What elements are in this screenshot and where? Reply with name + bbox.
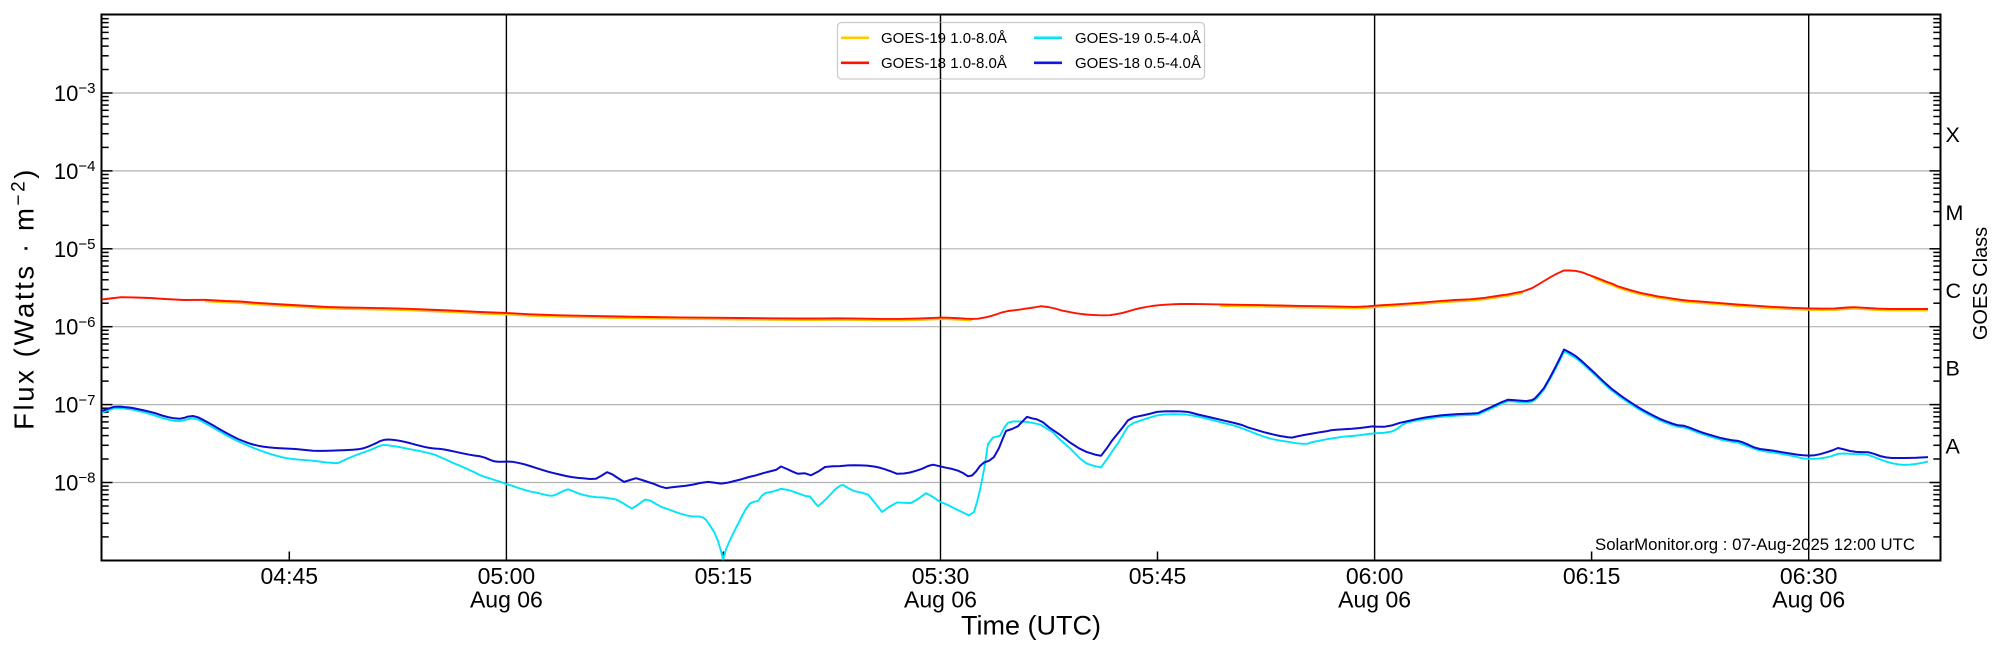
svg-text:GOES Class: GOES Class	[1970, 227, 1992, 340]
svg-text:GOES-19 0.5-4.0Å: GOES-19 0.5-4.0Å	[1075, 30, 1201, 47]
svg-text:C: C	[1946, 279, 1962, 303]
svg-text:A: A	[1946, 435, 1961, 459]
svg-text:10−7: 10−7	[54, 392, 96, 418]
svg-text:05:45: 05:45	[1129, 563, 1187, 589]
svg-text:Flux (Watts · m−2): Flux (Watts · m−2)	[9, 167, 40, 430]
svg-text:B: B	[1946, 357, 1960, 381]
svg-text:X: X	[1946, 123, 1960, 147]
svg-text:Time (UTC): Time (UTC)	[961, 611, 1101, 641]
svg-text:10−3: 10−3	[54, 80, 96, 106]
svg-text:SolarMonitor.org : 07-Aug-2025: SolarMonitor.org : 07-Aug-2025 12:00 UTC	[1595, 535, 1915, 554]
svg-text:GOES-18 1.0-8.0Å: GOES-18 1.0-8.0Å	[881, 55, 1007, 72]
svg-text:Aug 06: Aug 06	[904, 587, 977, 613]
svg-text:06:30: 06:30	[1780, 563, 1838, 589]
svg-text:04:45: 04:45	[261, 563, 319, 589]
svg-text:M: M	[1946, 201, 1964, 225]
svg-text:06:00: 06:00	[1346, 563, 1404, 589]
svg-text:05:00: 05:00	[478, 563, 536, 589]
svg-text:10−5: 10−5	[54, 236, 96, 262]
svg-text:10−4: 10−4	[54, 158, 96, 184]
svg-text:GOES-18 0.5-4.0Å: GOES-18 0.5-4.0Å	[1075, 55, 1201, 72]
svg-text:10−6: 10−6	[54, 314, 96, 340]
svg-text:06:15: 06:15	[1563, 563, 1621, 589]
svg-text:GOES-19 1.0-8.0Å: GOES-19 1.0-8.0Å	[881, 30, 1007, 47]
svg-text:10−8: 10−8	[54, 470, 96, 496]
svg-text:Aug 06: Aug 06	[1338, 587, 1411, 613]
svg-text:Aug 06: Aug 06	[470, 587, 543, 613]
svg-text:05:30: 05:30	[912, 563, 970, 589]
svg-text:05:15: 05:15	[695, 563, 753, 589]
svg-text:Aug 06: Aug 06	[1772, 587, 1845, 613]
